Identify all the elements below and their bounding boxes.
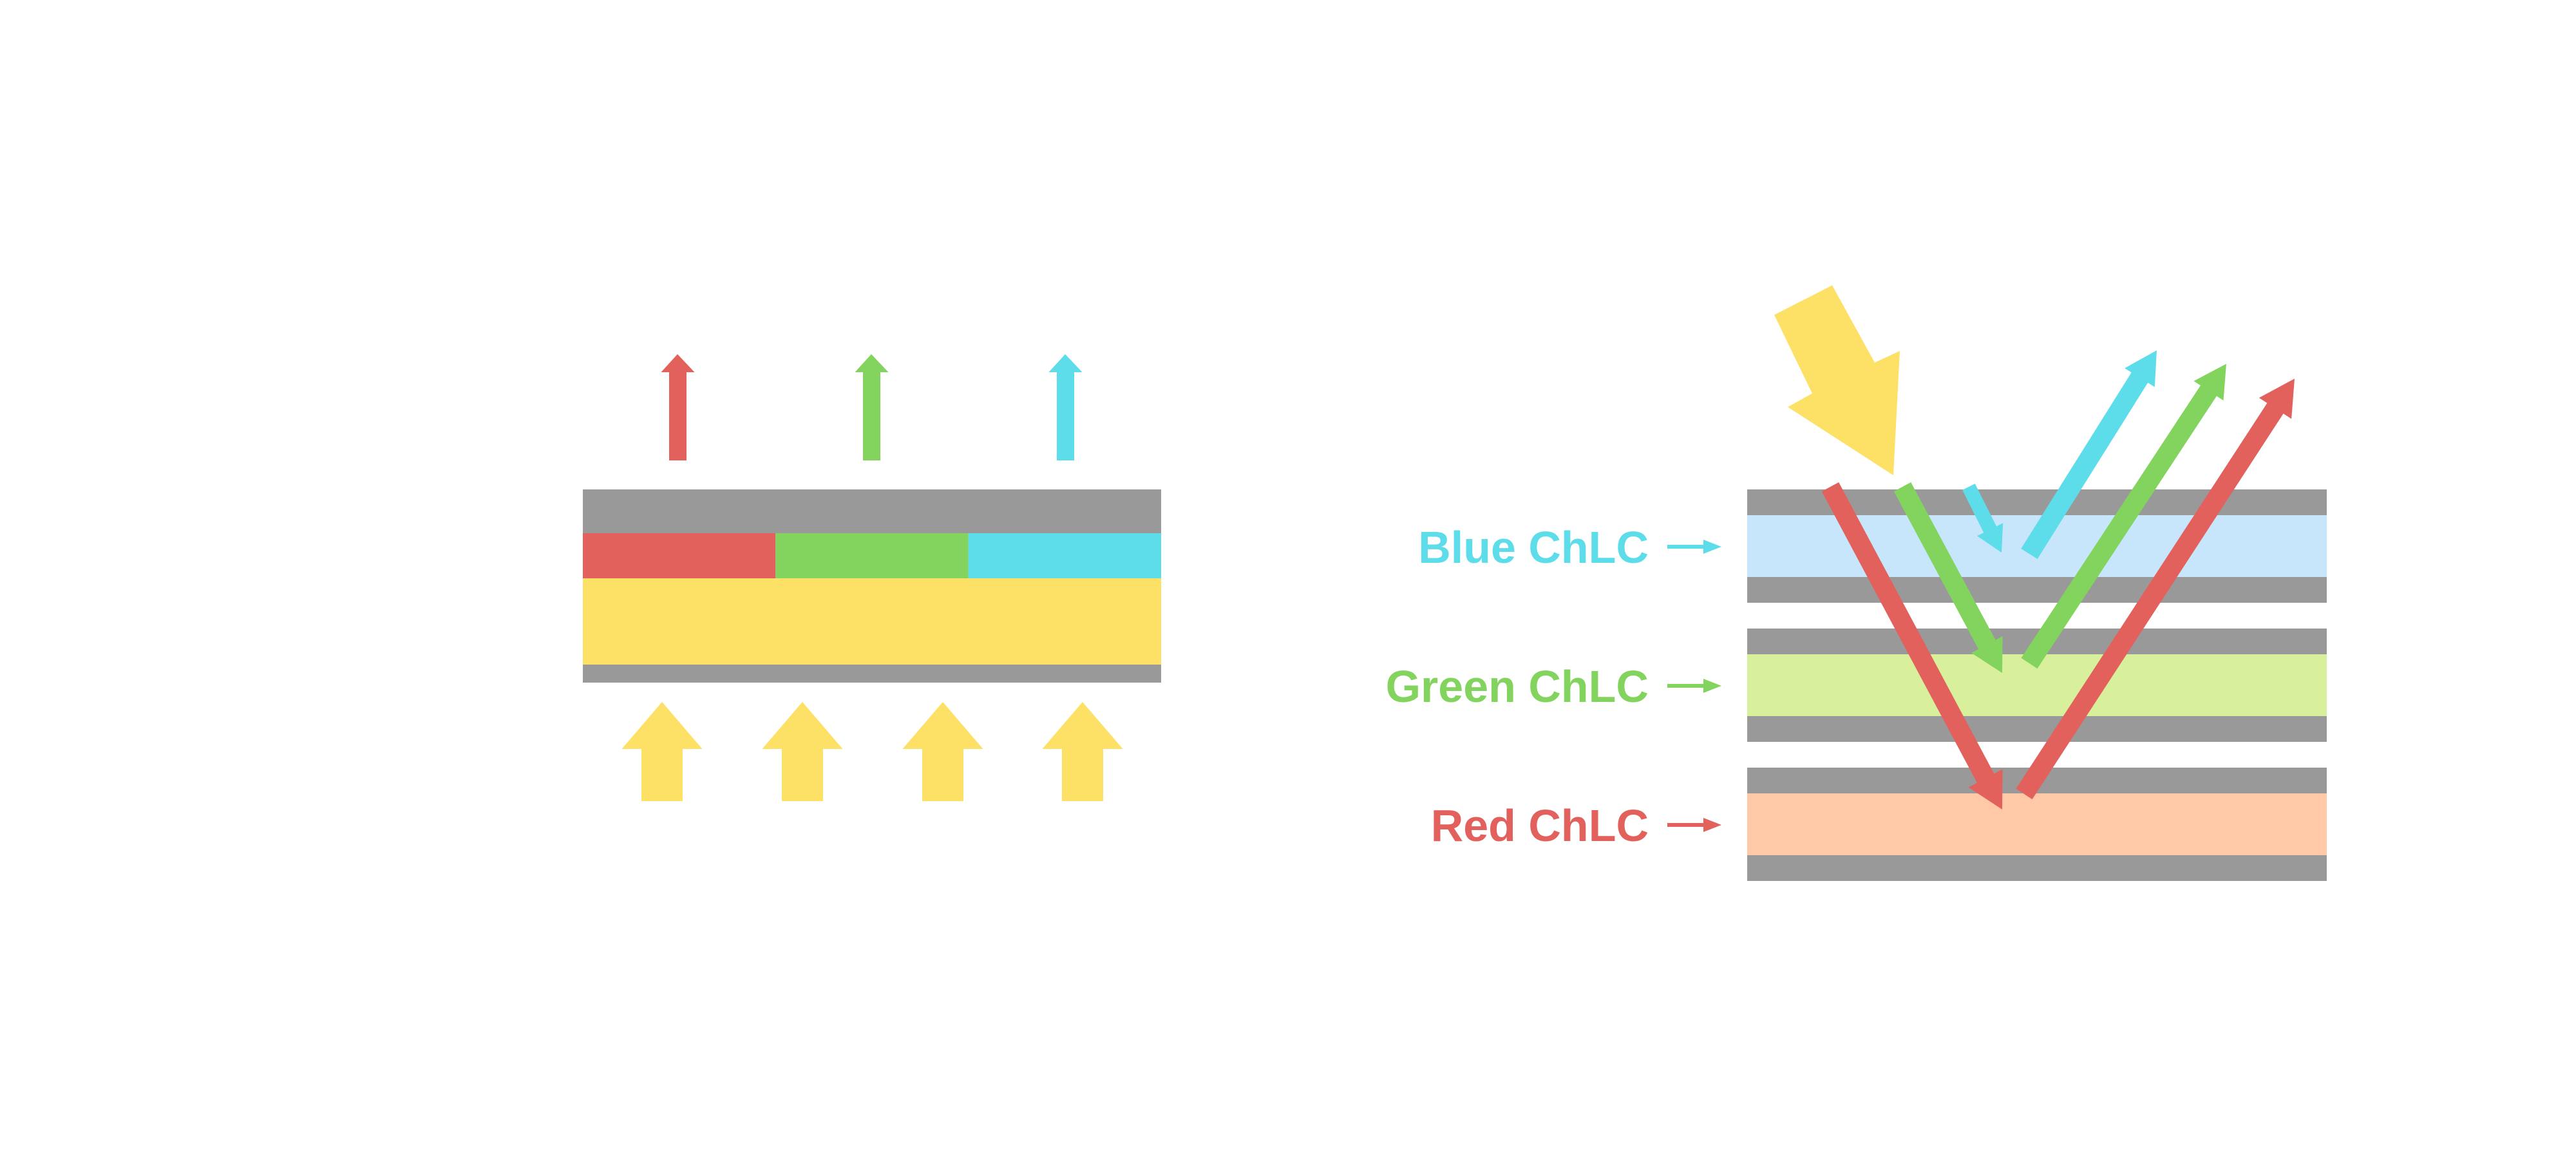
svg-text:Blue ChLC: Blue ChLC [1418,522,1649,572]
svg-text:Green ChLC: Green ChLC [1386,661,1649,712]
svg-text:Red ChLC: Red ChLC [1431,800,1649,851]
